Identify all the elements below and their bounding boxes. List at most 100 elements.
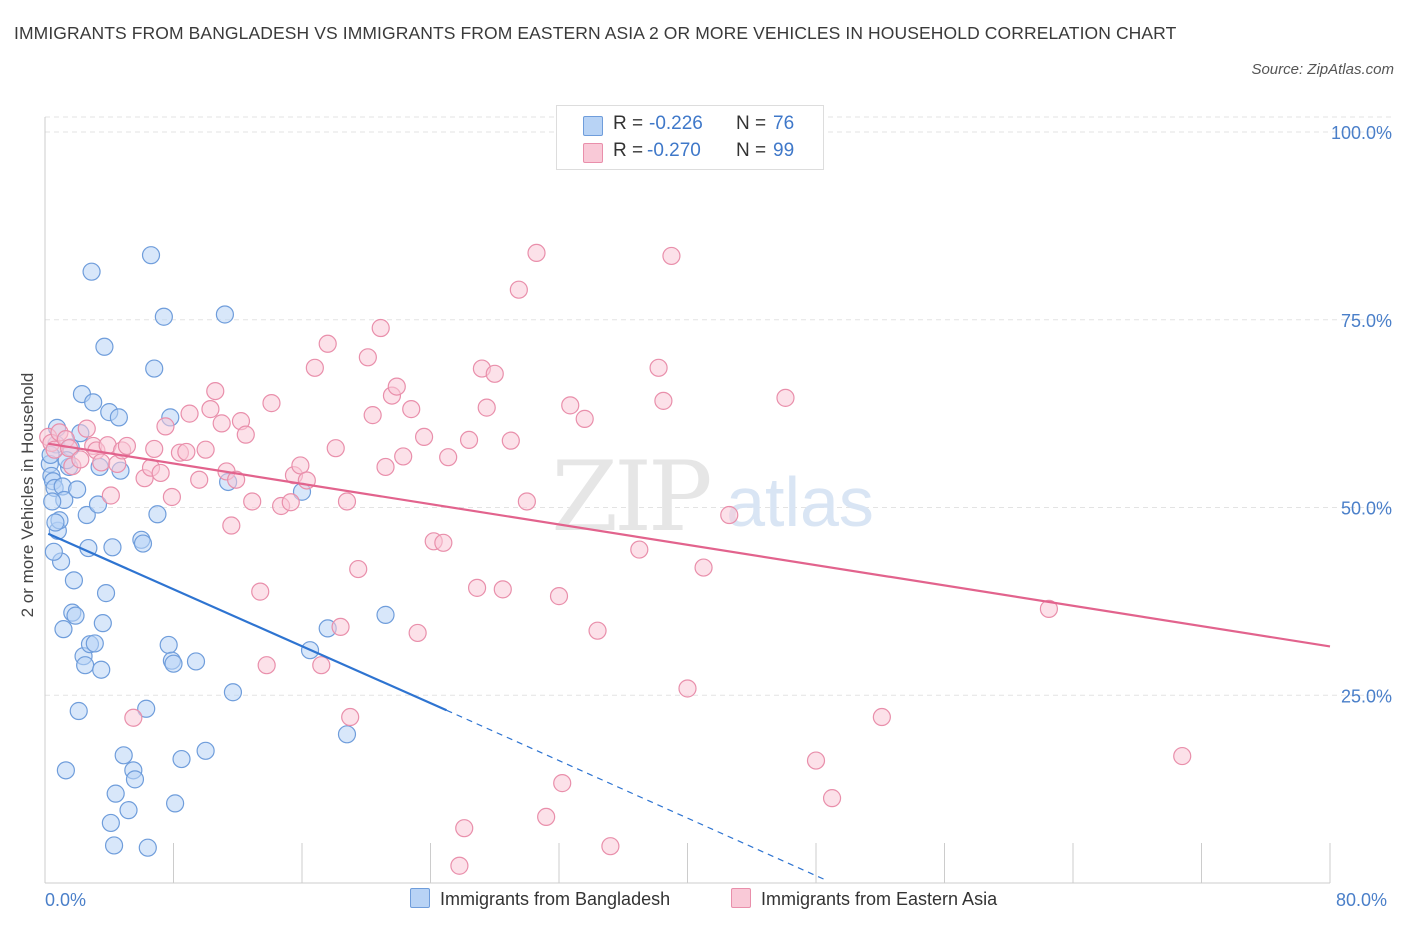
point-eastern-asia [527,243,546,263]
point-eastern-asia [291,456,310,475]
point-bangladesh [137,699,156,718]
point-eastern-asia [180,404,199,423]
legend-item-eastern-asia: Immigrants from Eastern Asia [731,888,997,910]
point-eastern-asia [312,656,331,675]
point-bangladesh [145,359,164,378]
point-eastern-asia [124,708,143,727]
stats-legend: R = -0.226 N = 76 R = -0.270 N = 99 [556,105,824,170]
point-eastern-asia [196,440,215,459]
point-eastern-asia [305,358,324,377]
point-eastern-asia [363,406,382,425]
point-eastern-asia [281,493,300,512]
y-tick-label: 75.0% [1341,311,1392,331]
point-bangladesh [196,741,215,760]
point-bangladesh [88,495,108,514]
trend-line-bangladesh [47,532,448,712]
trend-line-extension-bangladesh [446,709,825,880]
point-eastern-asia [387,377,406,396]
n-value: 99 [773,140,795,161]
point-bangladesh [159,635,178,655]
legend-label-eastern-asia: Immigrants from Eastern Asia [761,889,998,909]
point-bangladesh [46,513,65,532]
chart-title: IMMIGRANTS FROM BANGLADESH VS IMMIGRANTS… [14,23,1177,43]
point-eastern-asia [337,492,357,511]
point-bangladesh [96,584,116,603]
point-eastern-asia [236,425,255,444]
point-bangladesh [154,307,173,326]
point-bangladesh [43,492,62,511]
point-eastern-asia [477,398,496,417]
point-eastern-asia [371,318,390,338]
point-eastern-asia [501,431,520,450]
point-eastern-asia [630,540,649,559]
trend-line-eastern-asia [48,442,1331,648]
point-eastern-asia [358,348,377,367]
point-bangladesh [337,725,357,744]
point-bangladesh [103,538,122,557]
point-eastern-asia [376,457,395,477]
point-eastern-asia [156,417,175,436]
point-eastern-asia [262,394,281,413]
point-eastern-asia [588,621,607,640]
point-eastern-asia [227,470,246,489]
point-eastern-asia [517,492,536,511]
point-eastern-asia [331,617,350,637]
point-bangladesh [93,614,112,633]
r-value: -0.270 [647,140,701,161]
point-eastern-asia [326,439,345,458]
point-eastern-asia [872,707,891,727]
point-bangladesh [164,654,183,673]
point-bangladesh [125,770,145,789]
point-eastern-asia [822,789,842,808]
point-bangladesh [215,305,234,324]
point-eastern-asia [455,819,474,838]
point-eastern-asia [77,419,96,438]
point-eastern-asia [549,587,569,606]
point-bangladesh [56,761,75,780]
point-eastern-asia [561,396,580,415]
point-eastern-asia [349,559,368,579]
y-tick-label: 25.0% [1341,686,1392,706]
point-eastern-asia [177,442,196,462]
point-eastern-asia [318,334,337,353]
point-eastern-asia [509,280,528,299]
bangladesh-legend-swatch [410,888,430,908]
point-eastern-asia [1173,746,1192,766]
point-eastern-asia [222,516,241,535]
point-eastern-asia [92,453,111,472]
point-eastern-asia [394,447,413,466]
point-bangladesh [66,606,85,625]
point-eastern-asia [601,837,620,856]
point-eastern-asia [654,391,673,410]
r-label: R = [613,113,644,134]
point-eastern-asia [1039,599,1059,618]
point-eastern-asia [402,400,421,419]
point-bangladesh [69,701,88,721]
point-eastern-asia [553,774,572,793]
point-eastern-asia [720,505,739,525]
point-bangladesh [101,813,120,833]
point-eastern-asia [434,533,453,552]
point-bangladesh [148,505,167,524]
point-eastern-asia [162,487,181,507]
point-bangladesh [119,801,138,820]
point-eastern-asia [243,492,262,511]
point-eastern-asia [776,388,795,407]
eastern-asia-legend-swatch [731,888,751,908]
point-eastern-asia [662,246,681,266]
point-eastern-asia [71,450,90,469]
point-eastern-asia [537,807,556,827]
point-bangladesh [223,683,243,702]
r-label: R = [613,140,644,161]
point-bangladesh [84,393,103,412]
point-eastern-asia [151,463,170,483]
n-label: N = [736,140,767,161]
point-eastern-asia [341,707,360,727]
point-eastern-asia [212,414,231,433]
point-bangladesh [133,534,153,553]
x-tick-max: 80.0% [1336,890,1388,910]
point-bangladesh [76,656,95,675]
eastern-asia-swatch [583,143,603,163]
point-bangladesh [106,784,125,803]
